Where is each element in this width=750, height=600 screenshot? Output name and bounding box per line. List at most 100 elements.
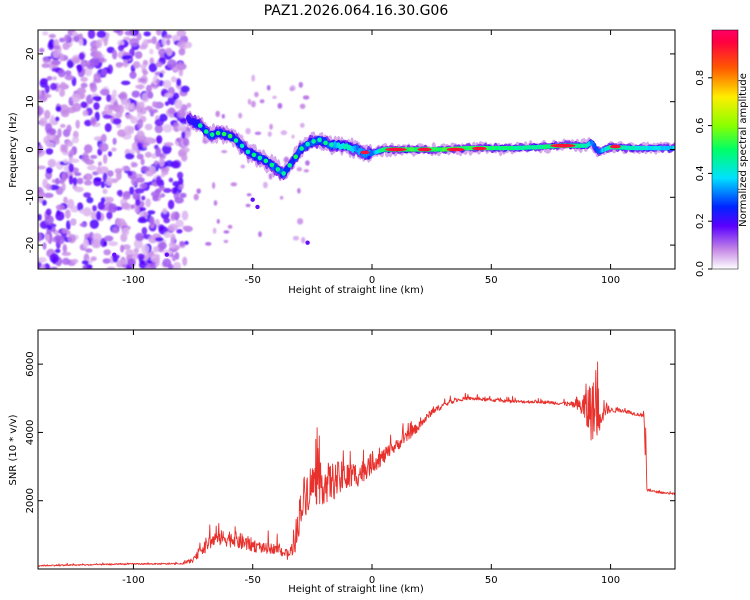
noise-speck: [145, 198, 151, 208]
colorbar-tick-label: 0.2: [695, 213, 706, 229]
noise-speck: [90, 154, 98, 159]
noise-speck: [168, 177, 174, 183]
noise-speck: [162, 124, 173, 133]
ridge-bead: [215, 130, 221, 136]
noise-speck: [106, 176, 113, 186]
noise-speck: [122, 192, 131, 200]
noise-speck: [171, 254, 177, 262]
noise-speck: [136, 118, 144, 129]
noise-speck: [159, 185, 166, 191]
noise-speck: [146, 39, 153, 44]
noise-speck: [159, 72, 164, 78]
noise-speck: [93, 136, 104, 142]
noise-speck: [142, 252, 149, 261]
noise-speck: [86, 196, 94, 204]
noise-speck: [48, 38, 56, 49]
noise-speck: [107, 170, 114, 177]
noise-speck: [93, 177, 102, 182]
noise-speck: [135, 84, 145, 90]
noise-speck: [135, 199, 141, 207]
noise-speck: [45, 167, 53, 174]
noise-speck: [164, 92, 174, 98]
noise-speck: [147, 91, 154, 99]
ridge-peak: [360, 150, 370, 155]
noise-speck: [45, 148, 54, 155]
noise-speck: [59, 81, 67, 91]
noise-speck: [108, 104, 115, 110]
noise-speck: [43, 93, 52, 98]
noise-speck: [177, 171, 184, 180]
noise-speck: [103, 154, 108, 164]
noise-speck: [95, 39, 103, 48]
noise-speck: [112, 137, 117, 145]
noise-speck: [41, 63, 50, 69]
noise-speck: [170, 76, 177, 83]
noise-speck: [83, 180, 93, 186]
colorbar-gradient: [711, 29, 739, 270]
noise-speck: [139, 64, 147, 69]
noise-speck: [297, 188, 301, 194]
noise-speck: [45, 123, 53, 133]
noise-speck: [55, 204, 65, 211]
ridge-bead: [311, 139, 316, 144]
noise-speck: [67, 60, 74, 69]
noise-speck: [53, 45, 60, 50]
noise-speck: [113, 104, 122, 113]
noise-speck: [83, 192, 91, 198]
noise-speck: [212, 182, 216, 189]
noise-speck: [138, 78, 147, 83]
noise-speck: [145, 169, 155, 177]
spectrogram-y-tick-label: 20: [25, 48, 36, 61]
noise-speck: [85, 248, 93, 253]
noise-speck: [92, 205, 97, 212]
noise-speck: [162, 208, 168, 214]
noise-speck: [138, 211, 144, 217]
noise-speck: [90, 211, 96, 220]
noise-speck: [82, 239, 89, 249]
noise-speck: [152, 246, 160, 253]
noise-speck: [133, 247, 139, 254]
noise-speck: [103, 240, 108, 247]
noise-speck: [156, 135, 163, 144]
noise-speck: [154, 256, 160, 267]
noise-speck: [62, 143, 68, 153]
ridge-peak: [472, 146, 487, 151]
noise-speck: [62, 243, 67, 254]
noise-speck: [139, 207, 146, 212]
spectrogram-x-axis-label: Height of straight line (km): [288, 285, 424, 296]
noise-speck: [120, 244, 125, 253]
ridge-outlier: [164, 252, 169, 257]
noise-speck: [78, 33, 83, 39]
noise-speck: [38, 165, 46, 170]
noise-speck: [39, 117, 48, 127]
noise-speck: [105, 196, 114, 203]
noise-speck: [246, 193, 252, 197]
noise-speck: [144, 151, 152, 158]
noise-speck: [177, 124, 187, 132]
noise-speck: [47, 225, 53, 231]
spectrogram-x-tick-label: -100: [122, 275, 145, 286]
noise-speck: [76, 202, 84, 212]
noise-speck: [125, 153, 135, 160]
ridge-peak: [385, 147, 407, 152]
noise-speck: [86, 174, 93, 180]
noise-speck: [149, 57, 155, 65]
noise-speck: [139, 183, 147, 189]
noise-speck: [83, 144, 93, 154]
noise-speck: [180, 192, 187, 198]
noise-speck: [94, 50, 102, 59]
noise-speck: [302, 95, 310, 100]
spectrogram-x-tick-label: 50: [485, 275, 498, 286]
noise-speck: [135, 232, 144, 242]
noise-speck: [49, 184, 60, 191]
noise-speck: [152, 101, 158, 108]
noise-speck: [44, 84, 50, 94]
noise-speck: [289, 87, 294, 92]
noise-speck: [133, 238, 143, 249]
ridge-peak: [550, 143, 576, 148]
noise-speck: [71, 136, 79, 144]
ridge-outlier: [250, 197, 255, 202]
noise-speck: [116, 190, 123, 196]
noise-speck: [51, 67, 61, 72]
noise-speck: [87, 165, 97, 171]
